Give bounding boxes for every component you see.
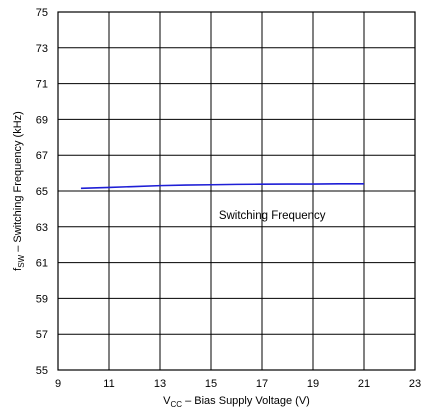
- x-tick-label: 15: [205, 378, 217, 390]
- plot-frame: [57, 11, 416, 371]
- y-axis-title-prefix: f: [12, 267, 24, 271]
- y-tick-label: 71: [36, 79, 48, 91]
- y-tick-labels: 55 57 59 61 63 65 67 69 71 73 75: [36, 7, 48, 377]
- x-tick-label: 9: [55, 378, 61, 390]
- y-tick-label: 67: [36, 150, 48, 162]
- y-axis-title: fSW – Switching Frequency (kHz): [12, 111, 26, 271]
- y-tick-label: 61: [36, 258, 48, 270]
- x-axis-title-prefix: V: [163, 395, 171, 407]
- y-axis-title-suffix: – Switching Frequency (kHz): [12, 111, 24, 255]
- x-axis-title-suffix: – Bias Supply Voltage (V): [182, 395, 310, 407]
- x-tick-label: 23: [409, 378, 421, 390]
- x-tick-label: 19: [307, 378, 319, 390]
- x-tick-labels: 9 11 13 15 17 19 21 23: [55, 378, 421, 390]
- x-tick-label: 13: [154, 378, 166, 390]
- y-tick-label: 75: [36, 7, 48, 19]
- x-axis-title: VCC – Bias Supply Voltage (V): [163, 395, 310, 409]
- y-axis-title-sub: SW: [17, 254, 26, 267]
- x-tick-label: 21: [358, 378, 370, 390]
- series-annotation: Switching Frequency: [219, 210, 326, 222]
- series-group: [80, 183, 364, 190]
- y-tick-label: 65: [36, 186, 48, 198]
- y-tick-label: 57: [36, 329, 48, 341]
- y-tick-label: 69: [36, 114, 48, 126]
- x-tick-label: 11: [103, 378, 114, 390]
- y-tick-label: 59: [36, 293, 48, 305]
- x-axis-title-sub: CC: [170, 400, 182, 409]
- y-tick-label: 55: [36, 365, 48, 377]
- series-line: [80, 183, 364, 190]
- y-tick-label: 73: [36, 43, 48, 55]
- gridlines: [57, 11, 416, 371]
- y-tick-label: 63: [36, 222, 48, 234]
- x-tick-label: 17: [256, 378, 268, 390]
